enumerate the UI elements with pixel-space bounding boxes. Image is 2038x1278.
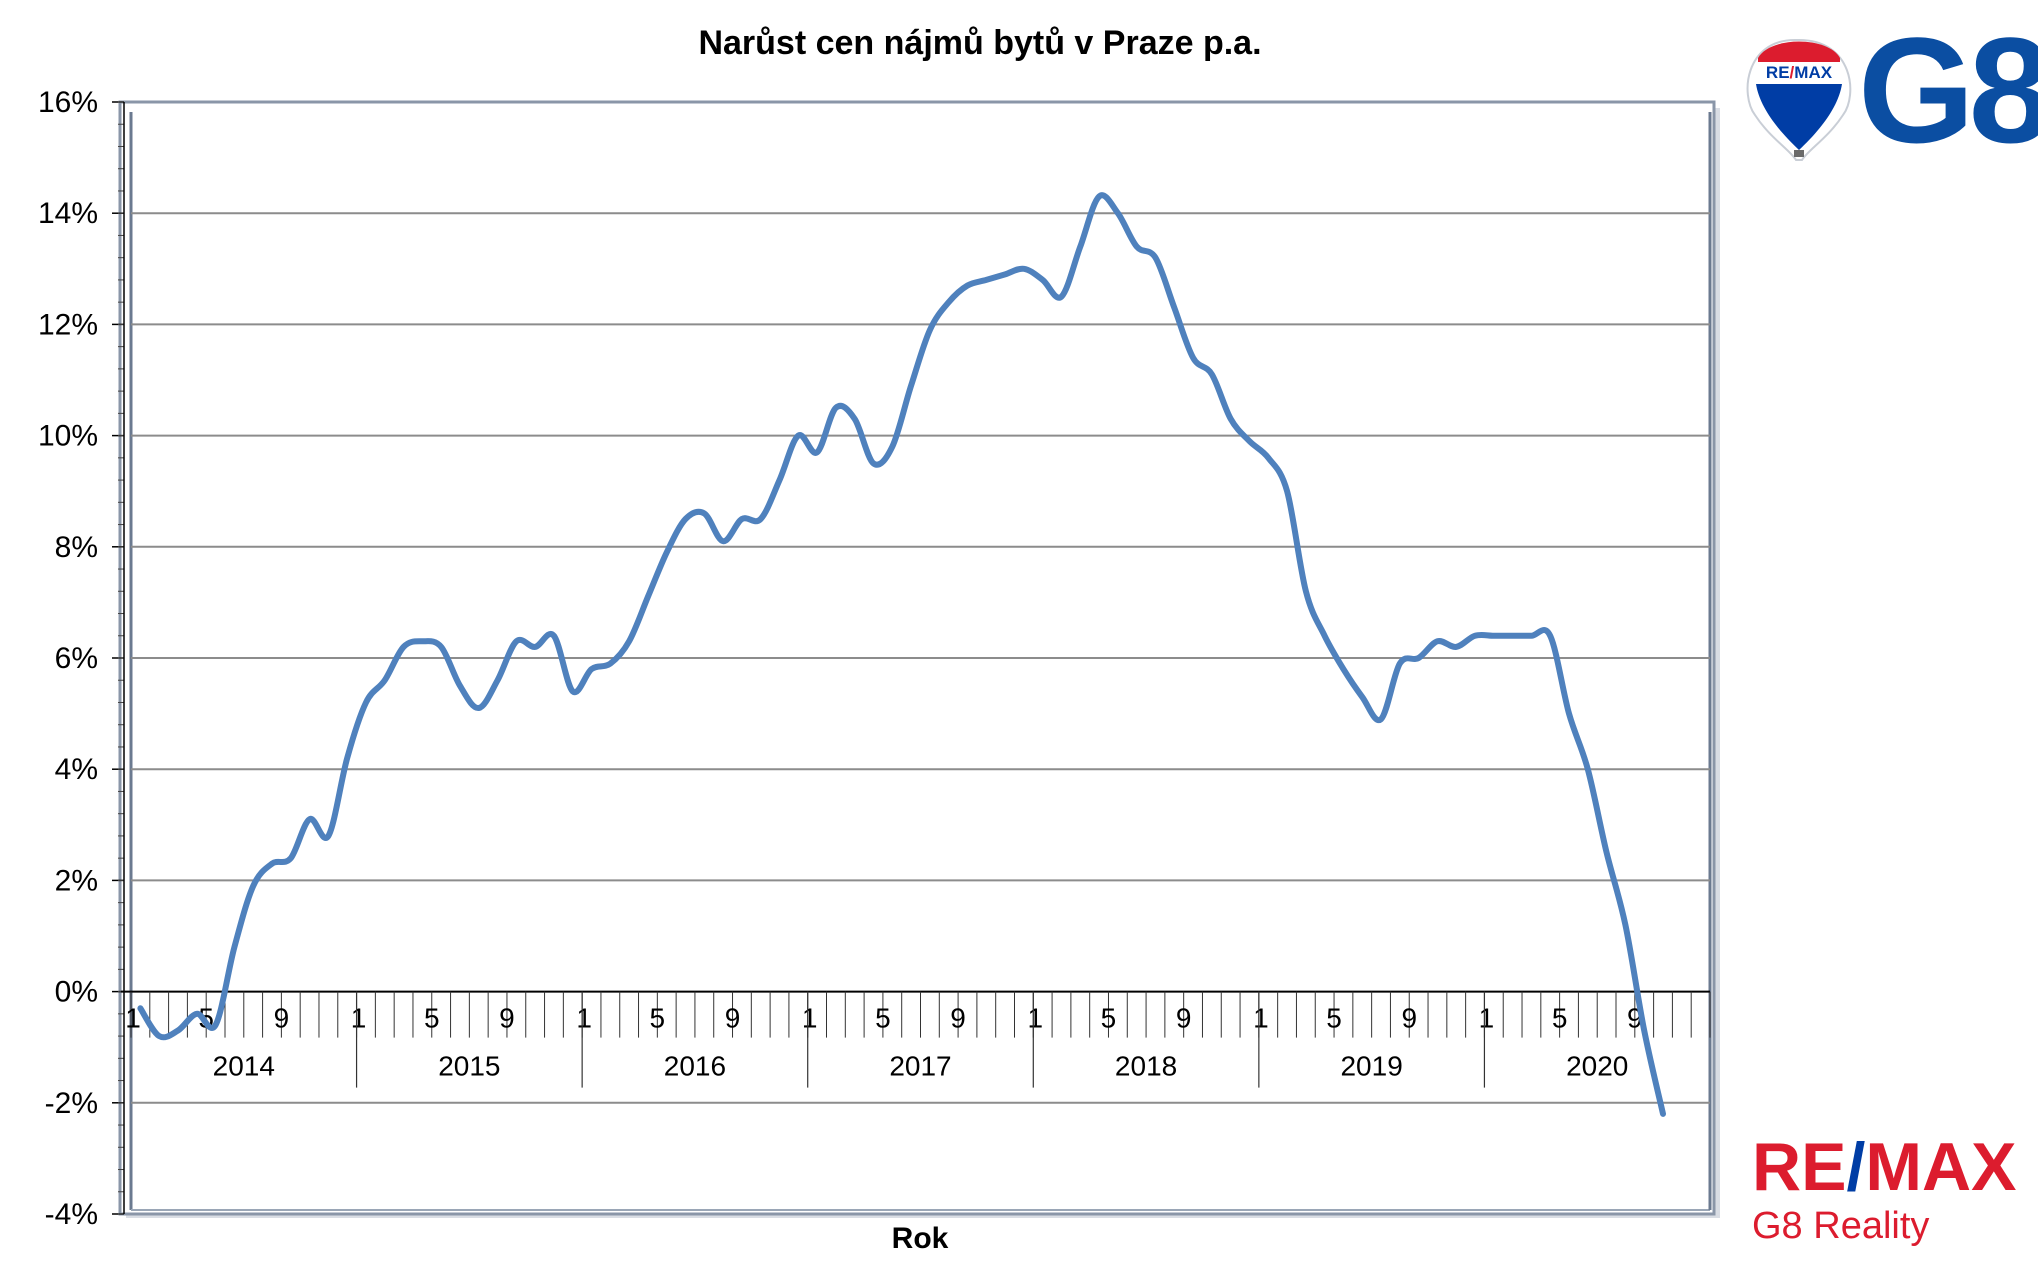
remax-balloon-logo: RE/MAX G8	[1746, 6, 2038, 174]
balloon-blue-band	[1756, 84, 1842, 150]
series-layer	[137, 192, 1666, 1117]
x-month-label: 1	[1027, 1003, 1043, 1034]
x-month-label: 5	[1326, 1003, 1342, 1034]
remax-subtitle: G8 Reality	[1752, 1205, 1929, 1247]
x-month-label: 5	[424, 1003, 440, 1034]
x-year-label: 2014	[213, 1051, 275, 1082]
y-tick-label: -4%	[45, 1198, 98, 1231]
y-tick-label: 2%	[55, 864, 98, 897]
x-month-label: 5	[650, 1003, 666, 1034]
balloon-basket	[1794, 150, 1804, 157]
y-tick-label: 6%	[55, 642, 98, 675]
balloon-logo-text: RE/MAX	[1766, 63, 1833, 82]
x-month-label: 1	[125, 1003, 141, 1034]
x-month-label: 5	[1552, 1003, 1568, 1034]
y-tick-label: 12%	[38, 308, 98, 341]
x-month-label: 9	[725, 1003, 741, 1034]
y-tick-label: -2%	[45, 1087, 98, 1120]
x-year-label: 2019	[1340, 1051, 1402, 1082]
x-year-label: 2020	[1566, 1051, 1628, 1082]
x-year-label: 2017	[889, 1051, 951, 1082]
chart-title: Narůst cen nájmů bytů v Praze p.a.	[698, 24, 1261, 62]
x-month-label: 1	[351, 1003, 367, 1034]
g8-logo: G8	[1858, 6, 2038, 174]
x-month-label: 9	[1176, 1003, 1192, 1034]
y-tick-label: 8%	[55, 531, 98, 564]
x-month-label: 9	[950, 1003, 966, 1034]
x-month-label: 9	[274, 1003, 290, 1034]
x-year-label: 2016	[664, 1051, 726, 1082]
x-month-label: 5	[1101, 1003, 1117, 1034]
y-tick-label: 0%	[55, 976, 98, 1009]
x-month-label: 1	[802, 1003, 818, 1034]
x-year-label: 2015	[438, 1051, 500, 1082]
y-tick-label: 10%	[38, 420, 98, 453]
balloon-red-band	[1758, 41, 1840, 62]
x-month-label: 5	[875, 1003, 891, 1034]
gridlines	[131, 212, 1710, 1104]
x-month-label: 9	[1401, 1003, 1417, 1034]
x-month-label: 1	[1253, 1003, 1269, 1034]
y-tick-label: 16%	[38, 86, 98, 119]
y-axis: 16% 14% 12% 10% 8% 6% 4% 2% 0% -2% -4%	[38, 86, 125, 1231]
x-year-label: 2018	[1115, 1051, 1177, 1082]
y-tick-label: 14%	[38, 197, 98, 230]
x-month-label: 1	[1479, 1003, 1495, 1034]
y-tick-label: 4%	[55, 753, 98, 786]
remax-wordmark: RE/MAX	[1752, 1129, 2016, 1205]
x-axis-title: Rok	[892, 1222, 949, 1255]
x-month-label: 1	[576, 1003, 592, 1034]
remax-g8-reality-logo: RE/MAX G8 Reality	[1752, 1129, 2016, 1247]
x-month-label: 9	[499, 1003, 515, 1034]
